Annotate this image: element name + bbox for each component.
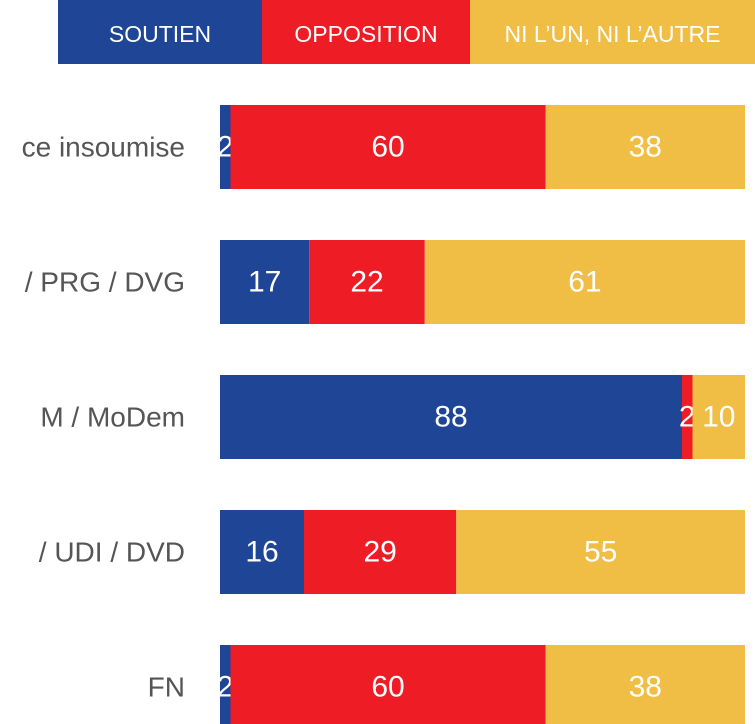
bar-segment <box>220 105 231 189</box>
bar-segment <box>220 375 682 459</box>
category-label: M / MoDem <box>40 402 185 433</box>
legend-swatch <box>58 0 262 64</box>
value-label: 22 <box>350 266 383 299</box>
value-label: 2 <box>679 401 696 434</box>
bar-segment <box>220 510 304 594</box>
value-label: 60 <box>371 671 404 704</box>
value-label: 10 <box>702 401 735 434</box>
value-label: 55 <box>584 536 617 569</box>
value-label: 61 <box>568 266 601 299</box>
value-label: 60 <box>371 131 404 164</box>
value-label: 38 <box>629 131 662 164</box>
bar-segment <box>309 240 425 324</box>
value-label: 2 <box>217 671 234 704</box>
bar-segment <box>230 105 546 189</box>
value-label: 2 <box>217 131 234 164</box>
bar-segment <box>692 375 745 459</box>
value-label: 16 <box>245 536 278 569</box>
bar-segment <box>456 510 745 594</box>
category-label: / UDI / DVD <box>39 537 185 568</box>
legend-swatch <box>470 0 755 64</box>
category-label: ce insoumise <box>22 132 185 163</box>
value-label: 29 <box>363 536 396 569</box>
bar-segment <box>424 240 745 324</box>
legend-label: OPPOSITION <box>294 21 437 47</box>
category-label: FN <box>148 672 185 703</box>
bar-segment <box>545 105 745 189</box>
bar-segment <box>220 240 310 324</box>
value-label: 38 <box>629 671 662 704</box>
bar-segment <box>682 375 693 459</box>
legend-swatch <box>262 0 470 64</box>
bar-segment <box>545 645 745 724</box>
bar-segment <box>220 645 231 724</box>
value-label: 17 <box>248 266 281 299</box>
legend-label: NI L’UN, NI L’AUTRE <box>505 21 721 47</box>
bar-segment <box>304 510 457 594</box>
legend-label: SOUTIEN <box>109 21 211 47</box>
value-label: 88 <box>434 401 467 434</box>
category-label: / PRG / DVG <box>25 267 185 298</box>
bar-segment <box>230 645 546 724</box>
